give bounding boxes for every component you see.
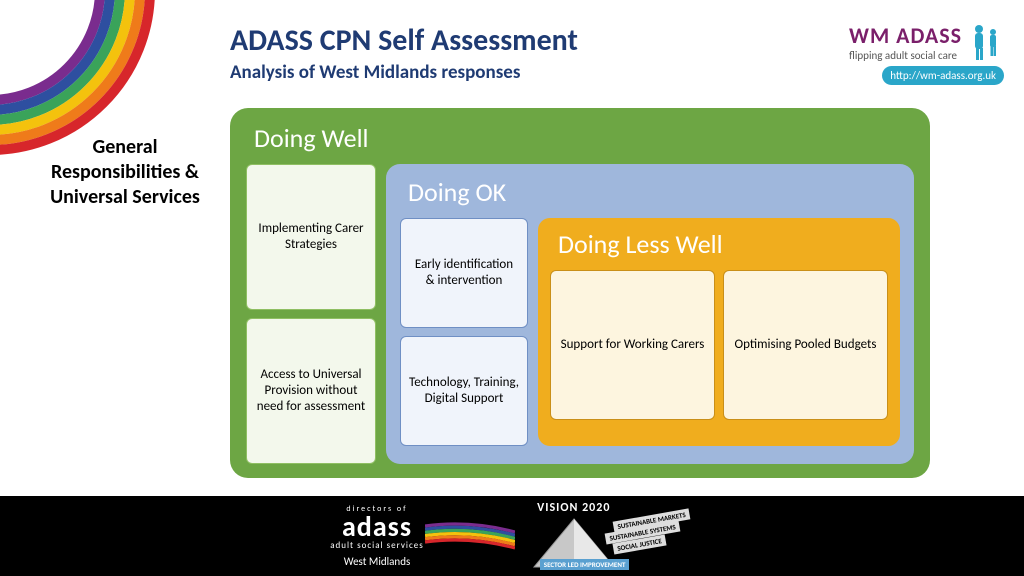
logo-url-badge: http://wm-adass.org.uk: [882, 66, 1004, 85]
vision-2020-graphic: VISION 2020 SUSTAINABLE MARKETS SUSTAINA…: [454, 501, 694, 571]
footer-logo-region: West Midlands: [330, 555, 424, 568]
doing-less-well-cards: Support for Working CarersOptimising Poo…: [550, 270, 888, 420]
adass-footer-logo: directors of adass adult social services…: [330, 504, 424, 567]
section-label: General Responsibilities & Universal Ser…: [30, 135, 220, 210]
page-title: ADASS CPN Self Assessment: [230, 22, 578, 59]
wm-adass-logo: WM ADASS flipping adult social care http…: [824, 22, 1004, 85]
doing-ok-cards: Early identification & interventionTechn…: [400, 218, 528, 446]
doing-ok-panel: Doing OK Early identification & interven…: [386, 164, 914, 464]
logo-tagline: flipping adult social care: [849, 49, 962, 62]
assessment-card: Support for Working Carers: [550, 270, 715, 420]
assessment-card: Technology, Training, Digital Support: [400, 336, 528, 446]
page-subtitle: Analysis of West Midlands responses: [230, 61, 578, 84]
doing-well-panel: Doing Well Implementing Carer Strategies…: [230, 108, 930, 478]
doing-less-well-panel: Doing Less Well Support for Working Care…: [538, 218, 900, 446]
assessment-card: Optimising Pooled Budgets: [723, 270, 888, 420]
doing-less-well-title: Doing Less Well: [558, 228, 888, 260]
people-icon: [968, 22, 1004, 62]
vision-banner: SECTOR LED IMPROVEMENT: [540, 559, 630, 570]
doing-well-title: Doing Well: [254, 122, 914, 154]
logo-brand-text: WM ADASS: [849, 22, 962, 49]
assessment-card: Implementing Carer Strategies: [246, 164, 376, 310]
footer-logo-sub: adult social services: [330, 540, 424, 551]
assessment-card: Early identification & intervention: [400, 218, 528, 328]
footer-bar: directors of adass adult social services…: [0, 496, 1024, 576]
doing-well-cards: Implementing Carer StrategiesAccess to U…: [246, 164, 376, 464]
footer-logo-main: adass: [330, 514, 424, 539]
assessment-card: Access to Universal Provision without ne…: [246, 318, 376, 464]
header: ADASS CPN Self Assessment Analysis of We…: [230, 22, 1004, 85]
doing-ok-title: Doing OK: [408, 176, 900, 208]
title-block: ADASS CPN Self Assessment Analysis of We…: [230, 22, 578, 84]
